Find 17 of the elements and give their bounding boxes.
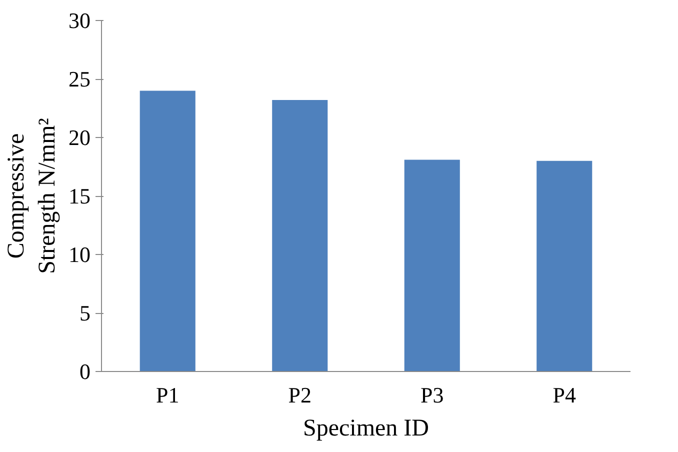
x-tick-label: P2	[288, 382, 312, 408]
x-axis-title: Specimen ID	[303, 416, 429, 442]
y-axis-title: Compressive Strength N/mm²	[3, 118, 60, 274]
y-tick-label: 20	[68, 125, 90, 150]
bar	[404, 160, 460, 372]
x-tick-label: P4	[552, 382, 576, 408]
y-tick-label: 30	[68, 8, 90, 33]
bar	[272, 100, 328, 372]
y-tick-label: 25	[68, 66, 90, 92]
y-tick-label: 5	[80, 300, 90, 326]
x-tick-label: P1	[156, 382, 180, 408]
bar	[140, 90, 196, 372]
y-tick-label: 15	[68, 184, 90, 208]
bar	[536, 160, 592, 372]
x-tick-label: P3	[420, 382, 444, 408]
y-tick-label: 10	[68, 242, 90, 267]
y-tick-label: 0	[80, 359, 90, 384]
